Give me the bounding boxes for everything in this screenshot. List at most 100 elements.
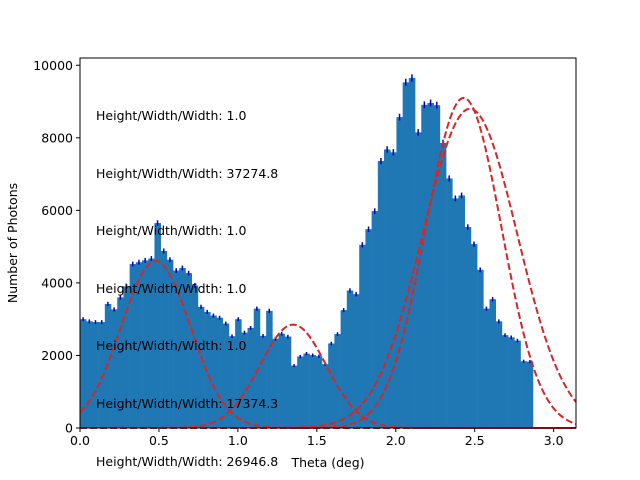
annotation-7: Height/Width/Width: 26946.8 [96, 454, 278, 469]
annotation-4: Height/Width/Width: 1.0 [96, 281, 246, 296]
y-tick-label: 2000 [41, 348, 73, 363]
y-tick-label: 10000 [33, 58, 73, 73]
histogram-bar [259, 335, 267, 428]
histogram-bar [321, 364, 329, 428]
x-tick-label: 1.0 [228, 433, 248, 448]
histogram-bar [135, 262, 143, 428]
histogram-bar [396, 117, 403, 429]
histogram-bars [80, 77, 534, 429]
histogram-bar [508, 337, 515, 428]
y-tick-label: 6000 [41, 203, 73, 218]
histogram-bar [253, 308, 261, 428]
histogram-bar [235, 319, 242, 428]
histogram-bar [111, 309, 118, 428]
histogram-bar [377, 161, 385, 429]
histogram-bar [526, 361, 534, 428]
x-tick-label: 0.0 [70, 433, 90, 448]
y-tick-label: 0 [65, 421, 73, 436]
annotation-2: Height/Width/Width: 37274.8 [96, 166, 278, 181]
histogram-bar [464, 227, 472, 428]
histogram-bar [179, 268, 186, 428]
histogram-bar [303, 353, 310, 428]
annotation-3: Height/Width/Width: 1.0 [96, 223, 246, 238]
histogram-bar [359, 244, 366, 428]
y-axis-label: Number of Photons [5, 183, 20, 303]
x-axis-label: Theta (deg) [290, 455, 364, 470]
x-axis-ticks: 0.0 0.5 1.0 1.5 2.0 2.5 3.0 [70, 428, 564, 448]
histogram-bar [495, 321, 503, 428]
histogram-bar [104, 303, 112, 428]
histogram-bar [390, 152, 397, 428]
histogram-bar [427, 102, 434, 428]
histogram-bar [384, 149, 391, 429]
histogram-bar [148, 258, 155, 428]
histogram-bar [191, 285, 199, 428]
histogram-bar [415, 132, 422, 429]
y-tick-label: 8000 [41, 130, 73, 145]
histogram-bar [272, 338, 279, 428]
error-bars [82, 74, 531, 368]
x-tick-label: 3.0 [544, 433, 564, 448]
histogram-bar [458, 195, 465, 428]
histogram-bar [402, 82, 410, 428]
annotation-1: Height/Width/Width: 1.0 [96, 108, 246, 123]
histogram-bar [290, 365, 298, 428]
histogram-bar [266, 310, 273, 428]
histogram-bar [477, 269, 484, 428]
histogram-bar [520, 361, 528, 428]
histogram-bar [334, 334, 341, 428]
histogram-bar [142, 260, 149, 428]
histogram-bar [154, 223, 161, 428]
histogram-bar [501, 335, 509, 428]
x-tick-label: 1.5 [307, 433, 327, 448]
annotation-6: Height/Width/Width: 17374.3 [96, 396, 278, 411]
histogram-bar [216, 317, 224, 428]
histogram-bar [371, 211, 379, 428]
histogram-bar [228, 336, 236, 428]
x-tick-label: 0.5 [149, 433, 169, 448]
histogram-bar [315, 356, 323, 428]
histogram-bar [117, 297, 124, 428]
histogram-bar [123, 286, 130, 428]
histogram-bar [353, 294, 360, 428]
histogram-bar [439, 142, 447, 428]
x-tick-label: 2.0 [386, 433, 406, 448]
histogram-bar [328, 343, 335, 428]
histogram-bar [247, 327, 255, 428]
histogram-bar [470, 244, 478, 428]
histogram-bar [433, 105, 441, 428]
histogram-bar [98, 322, 106, 428]
histogram-bar [222, 323, 230, 428]
histogram-bar [483, 308, 490, 428]
histogram-bar [86, 321, 93, 428]
histogram-bar [365, 229, 372, 428]
histogram-bar [173, 270, 180, 428]
histogram-bar [284, 336, 292, 428]
x-tick-label: 2.5 [465, 433, 485, 448]
histogram-bar [408, 77, 416, 428]
histogram-bar [452, 198, 459, 428]
histogram-bar [340, 310, 348, 428]
histogram-bar [197, 306, 205, 428]
histogram-bar [210, 315, 217, 428]
histogram-bar [241, 332, 248, 428]
histogram-bar [309, 355, 317, 428]
histogram-bar [514, 340, 521, 428]
histogram-bar [278, 333, 286, 428]
histogram-bar [421, 104, 428, 428]
y-tick-label: 4000 [41, 275, 73, 290]
plot-frame [79, 57, 577, 429]
annotation-5: Height/Width/Width: 1.0 [96, 338, 246, 353]
histogram-bar [346, 290, 354, 428]
histogram-bar [185, 273, 192, 428]
histogram-bar [166, 259, 174, 428]
y-axis-ticks: 0 2000 4000 6000 8000 10000 [33, 58, 80, 436]
histogram-bar [80, 319, 87, 428]
histogram-bar [129, 264, 137, 428]
histogram-bar [489, 299, 497, 428]
histogram-bar [446, 178, 453, 428]
histogram-bar [92, 322, 99, 428]
histogram-bar [160, 250, 168, 428]
histogram-bar [297, 356, 304, 428]
